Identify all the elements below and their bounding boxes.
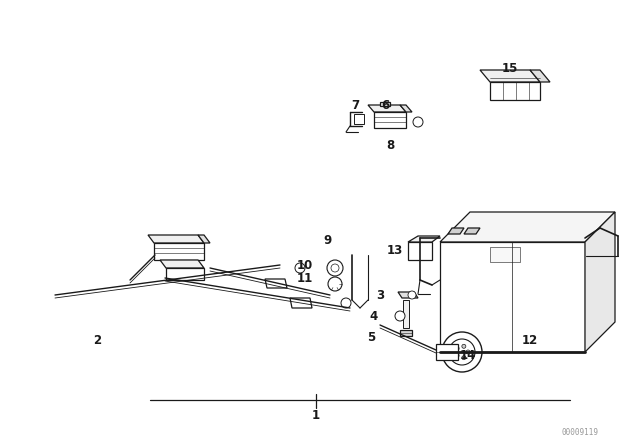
Polygon shape bbox=[148, 235, 204, 243]
Polygon shape bbox=[265, 279, 287, 288]
Circle shape bbox=[328, 277, 342, 291]
Polygon shape bbox=[374, 112, 406, 128]
Text: 15: 15 bbox=[502, 61, 518, 74]
Text: 8: 8 bbox=[386, 138, 394, 151]
Polygon shape bbox=[436, 344, 458, 360]
Polygon shape bbox=[530, 70, 550, 82]
Text: 00009119: 00009119 bbox=[561, 427, 598, 436]
Circle shape bbox=[449, 339, 475, 365]
Polygon shape bbox=[448, 228, 464, 234]
Polygon shape bbox=[198, 235, 210, 243]
Bar bbox=[403, 300, 409, 328]
Circle shape bbox=[455, 346, 459, 350]
Circle shape bbox=[413, 117, 423, 127]
Bar bbox=[354, 114, 364, 124]
Polygon shape bbox=[585, 212, 615, 352]
Polygon shape bbox=[440, 212, 615, 242]
Circle shape bbox=[462, 345, 466, 348]
Text: 9: 9 bbox=[323, 233, 331, 246]
Polygon shape bbox=[380, 102, 390, 106]
Text: 5: 5 bbox=[367, 331, 375, 344]
Circle shape bbox=[395, 311, 405, 321]
Polygon shape bbox=[490, 82, 540, 100]
Circle shape bbox=[331, 264, 339, 272]
Circle shape bbox=[408, 291, 416, 299]
Polygon shape bbox=[160, 260, 204, 268]
Text: 7: 7 bbox=[351, 99, 359, 112]
Polygon shape bbox=[166, 268, 204, 280]
Polygon shape bbox=[290, 298, 312, 308]
Circle shape bbox=[455, 353, 459, 358]
Text: 3: 3 bbox=[376, 289, 384, 302]
Polygon shape bbox=[464, 228, 480, 234]
Polygon shape bbox=[440, 242, 585, 352]
Polygon shape bbox=[368, 105, 406, 112]
Bar bbox=[490, 247, 520, 262]
Circle shape bbox=[341, 298, 351, 308]
Polygon shape bbox=[480, 70, 540, 82]
Polygon shape bbox=[400, 330, 412, 336]
Text: 11: 11 bbox=[297, 271, 313, 284]
Text: 4: 4 bbox=[370, 310, 378, 323]
Text: 6: 6 bbox=[381, 99, 389, 112]
Circle shape bbox=[295, 263, 305, 273]
Polygon shape bbox=[154, 243, 204, 260]
Text: 2: 2 bbox=[93, 333, 101, 346]
Text: 10: 10 bbox=[297, 258, 313, 271]
Polygon shape bbox=[400, 105, 412, 112]
Text: 14: 14 bbox=[460, 349, 476, 362]
Text: 1: 1 bbox=[312, 409, 320, 422]
Text: 13: 13 bbox=[387, 244, 403, 257]
Polygon shape bbox=[408, 242, 432, 260]
Text: 12: 12 bbox=[522, 333, 538, 346]
Circle shape bbox=[466, 350, 470, 354]
Circle shape bbox=[442, 332, 482, 372]
Polygon shape bbox=[398, 292, 418, 298]
Polygon shape bbox=[408, 236, 440, 242]
Circle shape bbox=[327, 260, 343, 276]
Circle shape bbox=[462, 356, 466, 360]
